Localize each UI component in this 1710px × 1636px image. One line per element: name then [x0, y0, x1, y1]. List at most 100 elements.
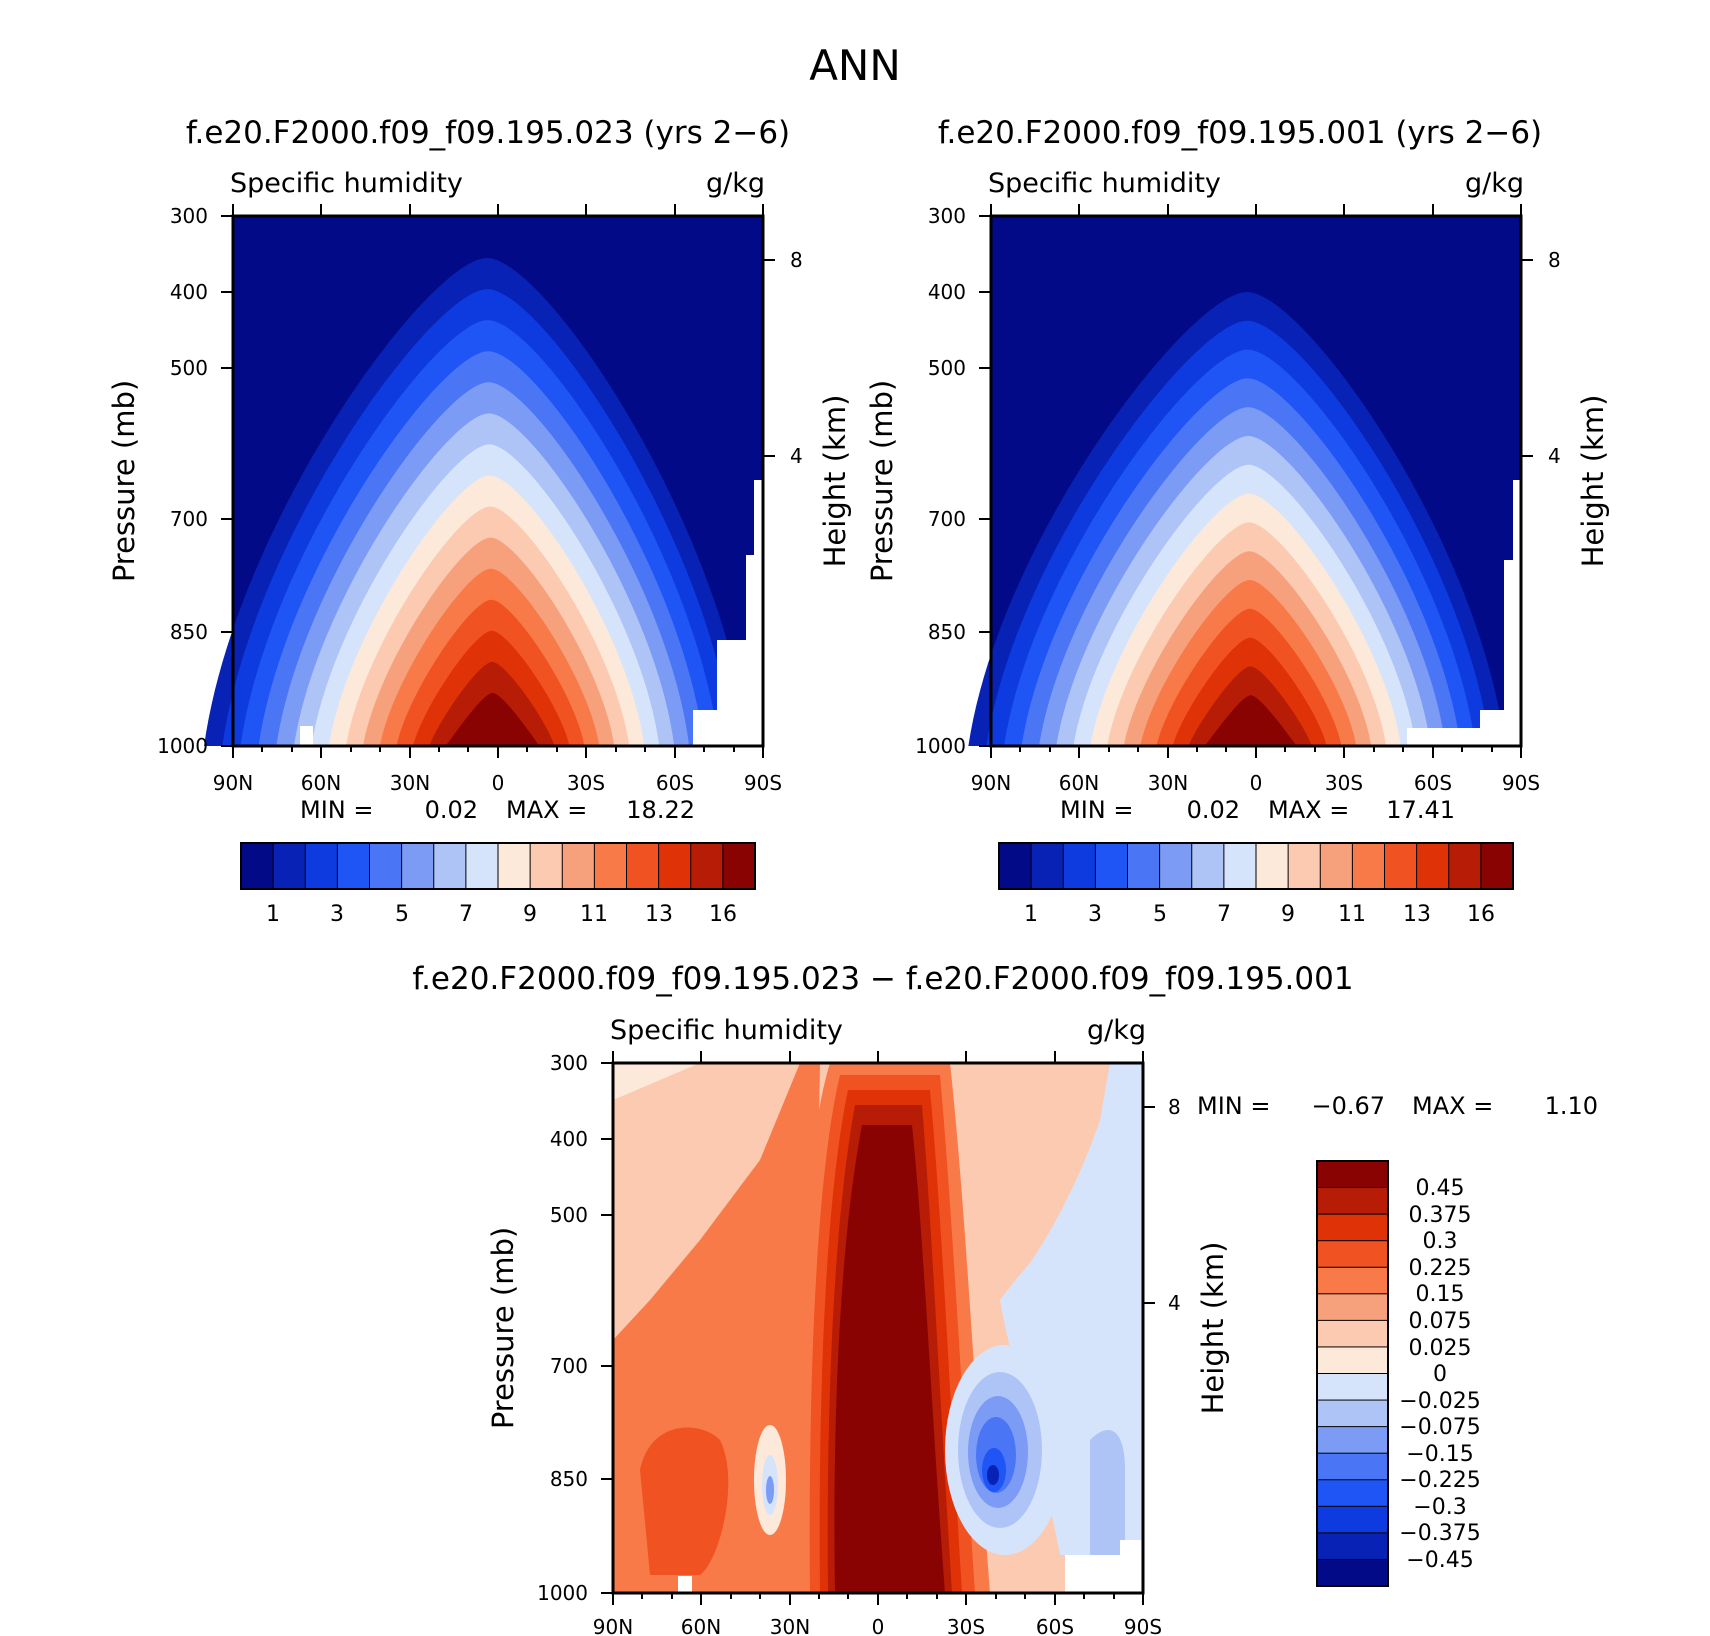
y-tick-label: 850	[550, 1467, 588, 1491]
colorbar-label: 11	[580, 902, 608, 927]
y-tick-label: 300	[928, 204, 966, 228]
y-tick-label: 850	[170, 620, 208, 644]
colorbar-swatch	[465, 842, 499, 890]
colorbar: 1 3 5 7 9 11 13 16	[998, 842, 1514, 927]
colorbar-labels: 0.45 0.375 0.3 0.225 0.15 0.075 0.025 0 …	[1399, 1176, 1480, 1573]
contour-band	[640, 1427, 729, 1575]
colorbar: 1 3 5 7 9 11 13 16	[240, 842, 756, 927]
contour-fill	[613, 1063, 1143, 1593]
x-tick-label: 30S	[947, 1615, 985, 1636]
x-tick-label: 90N	[213, 771, 253, 795]
y-right-tick-label: 4	[790, 444, 803, 468]
x-tick-labels: 90N 60N 30N 0 30S 60S 90S	[593, 1615, 1162, 1636]
y-tick-label: 700	[550, 1354, 588, 1378]
colorbar-swatch	[1316, 1426, 1389, 1455]
colorbar-label: 0.45	[1416, 1176, 1465, 1201]
colorbar-swatch	[1316, 1319, 1389, 1348]
contour-band	[1000, 1210, 1084, 1368]
min-label: MIN =	[1060, 796, 1133, 824]
y-right-tick-label: 8	[790, 248, 803, 272]
colorbar-labels: 1 3 5 7 9 11 13 16	[1024, 902, 1495, 927]
colorbar-swatch	[401, 842, 435, 890]
colorbar: 0.45 0.375 0.3 0.225 0.15 0.075 0.025 0 …	[1316, 1160, 1481, 1587]
y-axis-label-right: Height (km)	[1576, 395, 1610, 568]
colorbar-swatch	[1316, 1558, 1389, 1587]
y-right-tick-label: 8	[1168, 1095, 1181, 1119]
colorbar-swatch	[1480, 842, 1514, 890]
colorbar-swatches	[240, 842, 756, 890]
colorbar-swatch	[529, 842, 564, 890]
colorbar-label: 0	[1433, 1362, 1447, 1387]
colorbar-label: 5	[395, 902, 409, 927]
min-value: 0.02	[1187, 796, 1240, 824]
y-axis-label: Pressure (mb)	[865, 380, 899, 582]
max-label: MAX =	[506, 796, 587, 824]
colorbar-swatch	[1062, 842, 1097, 890]
x-tick-label: 0	[872, 1615, 885, 1636]
colorbar-frame	[998, 842, 1514, 890]
colorbar-swatch	[1316, 1266, 1389, 1295]
colorbar-swatch	[1316, 1479, 1389, 1508]
y-tick-labels: 300 400 500 700 850 1000 8 4	[537, 1051, 1181, 1605]
max-label: MAX =	[1268, 796, 1349, 824]
x-tick-label: 60S	[1414, 771, 1452, 795]
colorbar-label: 0.3	[1423, 1229, 1458, 1254]
colorbar-swatch	[1316, 1293, 1389, 1322]
panel-model-001: f.e20.F2000.f09_f09.195.001 (yrs 2−6) Sp…	[865, 115, 1610, 927]
figure-title: ANN	[809, 41, 901, 90]
x-tick-label: 60N	[1059, 771, 1099, 795]
variable-label: Specific humidity	[230, 168, 463, 199]
colorbar-label: −0.075	[1399, 1415, 1480, 1440]
contour-band	[1204, 695, 1297, 746]
y-axis	[979, 215, 1533, 747]
colorbar-label: 16	[709, 902, 737, 927]
contour-band	[987, 1465, 999, 1485]
colorbar-label: 3	[330, 902, 344, 927]
panel-title: f.e20.F2000.f09_f09.195.023 − f.e20.F200…	[412, 961, 1353, 997]
colorbar-label: −0.225	[1399, 1468, 1480, 1493]
colorbar-swatch	[1316, 1240, 1389, 1269]
y-tick-label: 400	[170, 280, 208, 304]
y-right-tick-label: 4	[1548, 444, 1561, 468]
y-right-tick-label: 8	[1548, 248, 1561, 272]
min-max-readout: MIN = 0.02 MAX = 17.41	[1060, 796, 1455, 824]
colorbar-label: 13	[1403, 902, 1431, 927]
colorbar-swatch	[1384, 842, 1418, 890]
colorbar-swatch	[561, 842, 596, 890]
y-tick-label: 400	[550, 1127, 588, 1151]
colorbar-swatch	[497, 842, 532, 890]
x-tick-label: 90S	[1124, 1615, 1162, 1636]
contour-fill	[968, 216, 1521, 746]
min-max-readout: MIN = −0.67 MAX = 1.10	[1197, 1092, 1598, 1120]
colorbar-swatch	[593, 842, 628, 890]
colorbar-swatch	[1316, 1213, 1389, 1242]
min-label: MIN =	[1197, 1092, 1270, 1120]
colorbar-swatch	[626, 842, 660, 890]
y-axis-label-right: Height (km)	[818, 395, 852, 568]
colorbar-label: 5	[1153, 902, 1167, 927]
y-tick-label: 700	[170, 507, 208, 531]
panel-difference: f.e20.F2000.f09_f09.195.023 − f.e20.F200…	[412, 961, 1598, 1636]
colorbar-swatch	[1159, 842, 1193, 890]
y-tick-label: 700	[928, 507, 966, 531]
colorbar-swatch	[1316, 1399, 1389, 1428]
colorbar-swatch	[1319, 842, 1354, 890]
colorbar-swatch	[1223, 842, 1257, 890]
x-axis	[990, 204, 1522, 758]
y-tick-label: 500	[928, 356, 966, 380]
colorbar-swatch	[1316, 1187, 1389, 1216]
x-tick-label: 30N	[1148, 771, 1188, 795]
x-tick-label: 90N	[593, 1615, 633, 1636]
y-right-tick-label: 4	[1168, 1291, 1181, 1315]
colorbar-swatch	[433, 842, 467, 890]
y-tick-label: 1000	[915, 734, 966, 758]
colorbar-swatch	[1316, 1532, 1389, 1561]
colorbar-swatch	[304, 842, 339, 890]
panel-model-023: f.e20.F2000.f09_f09.195.023 (yrs 2−6) Sp…	[107, 115, 852, 927]
colorbar-swatch	[690, 842, 724, 890]
variable-label: Specific humidity	[610, 1015, 843, 1046]
colorbar-label: 9	[1281, 902, 1295, 927]
max-value: 18.22	[626, 796, 695, 824]
x-tick-label: 30S	[567, 771, 605, 795]
colorbar-swatch	[240, 842, 275, 890]
